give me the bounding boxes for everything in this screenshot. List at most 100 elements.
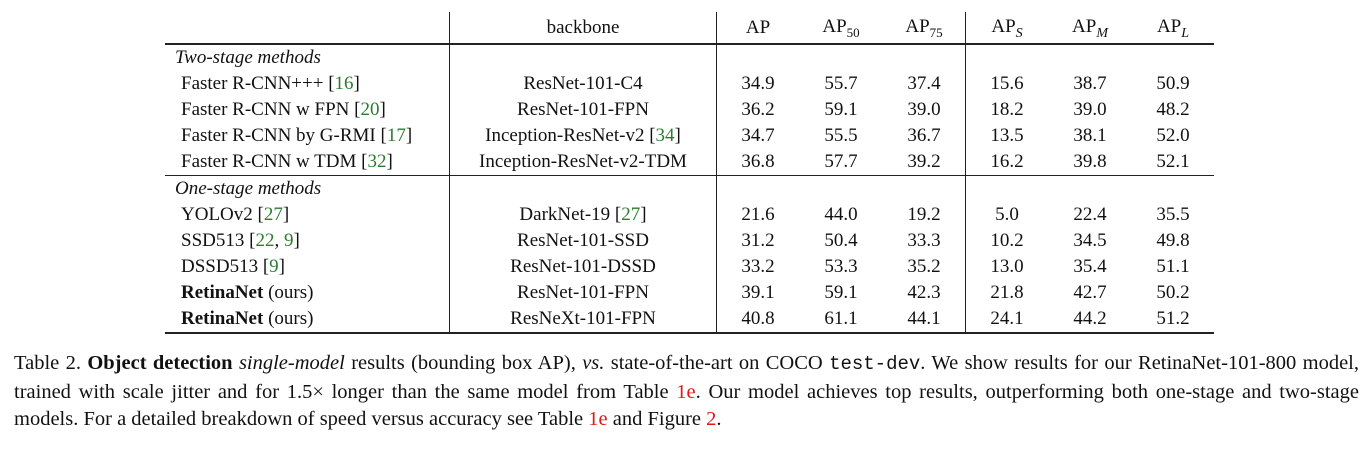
table-row: RetinaNet (ours) ResNet-101-FPN 39.1 59.… [165,280,1214,306]
value-ap: 21.6 [741,204,775,225]
value-ap50: 61.1 [799,306,883,334]
backbone-cell: ResNet-101-FPN [449,97,717,123]
value-ap75: 35.2 [883,254,966,280]
value-ap: 36.2 [741,99,775,120]
value-ap: 34.9 [741,73,775,94]
citation: 17 [386,125,406,146]
value-aps: 16.2 [990,151,1024,172]
header-ap50: AP50 [799,12,883,45]
value-ap: 31.2 [741,230,775,251]
value-ap50: 59.1 [824,282,858,303]
value-ap50: 53.3 [824,256,858,277]
results-table: backbone AP AP50 AP75 APS APM APL Two-st… [165,12,1214,334]
citation: 32 [367,151,387,172]
citation: 20 [360,99,380,120]
value-ap50: 44.0 [824,204,858,225]
value-aps: 15.6 [990,73,1024,94]
value-aps: 24.1 [965,306,1048,334]
method-cell: RetinaNet (ours) [165,306,450,334]
value-apl: 50.9 [1156,73,1190,94]
header-method [165,12,450,45]
value-aps: 13.0 [990,256,1024,277]
section-header-one-stage: One-stage methods [165,175,1214,202]
value-apm: 39.0 [1073,99,1107,120]
value-aps: 18.2 [990,99,1024,120]
figure-ref-link[interactable]: 2 [706,408,717,430]
value-ap50: 55.7 [824,73,858,94]
value-apl: 48.2 [1156,99,1190,120]
header-ap75: AP75 [883,12,966,45]
value-ap: 33.2 [741,256,775,277]
table-row: DSSD513 [9] ResNet-101-DSSD 33.2 53.3 35… [165,254,1214,280]
table-header-row: backbone AP AP50 AP75 APS APM APL [165,12,1214,45]
value-ap: 40.8 [716,306,799,334]
value-ap50: 59.1 [824,99,858,120]
table-row: Faster R-CNN w FPN [20] ResNet-101-FPN 3… [165,97,1214,123]
value-apl: 51.1 [1156,256,1190,277]
value-apm: 34.5 [1073,230,1107,251]
table-ref-link[interactable]: 1e [676,380,696,403]
backbone-cell: Inception-ResNet-v2 [34] [449,123,717,149]
citation: 22 [255,230,275,251]
value-apm: 39.8 [1073,151,1107,172]
header-ap: AP [716,12,799,45]
backbone-cell: ResNet-101-FPN [449,280,717,306]
value-ap: 39.1 [741,282,775,303]
method-cell: Faster R-CNN by G-RMI [17] [165,123,450,149]
backbone-cell: Inception-ResNet-v2-TDM [449,149,717,176]
method-cell: SSD513 [22, 9] [165,228,450,254]
value-ap50: 55.5 [824,125,858,146]
dataset-split: test-dev [829,353,921,375]
section-title: Two-stage methods [165,44,450,71]
method-cell: Faster R-CNN+++ [16] [165,71,450,97]
value-apm: 42.7 [1073,282,1107,303]
value-ap50: 50.4 [824,230,858,251]
value-apl: 51.2 [1132,306,1214,334]
value-apl: 50.2 [1156,282,1190,303]
table-row: Faster R-CNN+++ [16] ResNet-101-C4 34.9 … [165,71,1214,97]
value-ap75: 33.3 [883,228,966,254]
value-ap50: 57.7 [824,151,858,172]
table-caption: Table 2. Object detection single-model r… [14,352,1360,430]
table-row: Faster R-CNN w TDM [32] Inception-ResNet… [165,149,1214,176]
backbone-cell: ResNet-101-SSD [449,228,717,254]
table-ref-link[interactable]: 1e [588,408,608,430]
value-ap: 36.8 [741,151,775,172]
backbone-cell: ResNet-101-C4 [449,71,717,97]
caption-bold: Object detection [87,352,239,374]
value-aps: 13.5 [990,125,1024,146]
header-apl: APL [1132,12,1214,45]
method-cell: YOLOv2 [27] [165,202,450,228]
citation: 9 [283,230,294,251]
table-row: SSD513 [22, 9] ResNet-101-SSD 31.2 50.4 … [165,228,1214,254]
value-ap75: 42.3 [883,280,966,306]
citation: 16 [334,73,354,94]
caption-label: Table 2. [14,352,88,374]
value-ap75: 39.0 [883,97,966,123]
value-apm: 38.7 [1073,73,1107,94]
value-apl: 52.1 [1156,151,1190,172]
citation: 9 [269,256,279,277]
citation: 34 [655,125,675,146]
method-cell: RetinaNet (ours) [165,280,450,306]
section-header-two-stage: Two-stage methods [165,44,1214,71]
value-ap75: 44.1 [883,306,966,334]
table-row: RetinaNet (ours) ResNeXt-101-FPN 40.8 61… [165,306,1214,334]
value-apm: 38.1 [1073,125,1107,146]
table-row: Faster R-CNN by G-RMI [17] Inception-Res… [165,123,1214,149]
method-cell: Faster R-CNN w FPN [20] [165,97,450,123]
value-apl: 52.0 [1156,125,1190,146]
value-apl: 49.8 [1156,230,1190,251]
citation: 27 [621,204,641,225]
method-cell: Faster R-CNN w TDM [32] [165,149,450,176]
value-ap75: 19.2 [883,202,966,228]
value-aps: 21.8 [990,282,1024,303]
backbone-cell: ResNet-101-DSSD [449,254,717,280]
header-apm: APM [1048,12,1132,45]
value-ap75: 37.4 [883,71,966,97]
value-ap: 34.7 [741,125,775,146]
value-apm: 22.4 [1073,204,1107,225]
value-apm: 44.2 [1048,306,1132,334]
citation: 27 [263,204,283,225]
table-row: YOLOv2 [27] DarkNet-19 [27] 21.6 44.0 19… [165,202,1214,228]
